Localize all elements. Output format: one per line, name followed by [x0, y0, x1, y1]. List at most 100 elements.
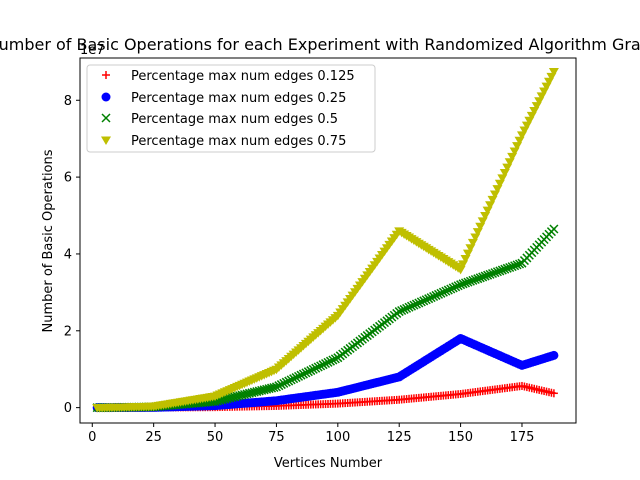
legend-label: Percentage max num edges 0.25 — [131, 91, 346, 106]
legend-label: Percentage max num edges 0.125 — [131, 69, 355, 84]
data-point — [406, 301, 417, 311]
data-point — [424, 294, 434, 304]
data-point — [296, 370, 306, 380]
data-point — [502, 263, 512, 273]
data-point — [480, 271, 490, 281]
data-point — [323, 357, 333, 367]
data-point — [514, 259, 525, 269]
data-point — [465, 276, 475, 286]
data-point — [421, 295, 431, 305]
y-tick-label: 2 — [64, 324, 72, 339]
data-point — [441, 286, 451, 296]
data-point — [448, 283, 458, 293]
data-point — [298, 369, 308, 379]
data-point — [456, 280, 466, 290]
legend-box — [86, 64, 376, 153]
data-point — [321, 358, 331, 369]
data-point — [483, 270, 493, 280]
data-point — [426, 293, 436, 303]
data-point — [512, 260, 522, 270]
data-point — [463, 277, 473, 287]
legend: Percentage max num edges 0.125 Percentag… — [86, 64, 376, 153]
data-point — [330, 354, 340, 364]
legend-marker-x — [101, 113, 111, 123]
data-point — [274, 381, 284, 391]
data-point — [294, 371, 304, 381]
data-point — [431, 290, 441, 300]
legend-marker-plus — [102, 71, 110, 79]
data-point — [443, 285, 453, 295]
x-tick-label: 150 — [448, 430, 473, 445]
data-point — [549, 224, 559, 234]
y-tick-label: 8 — [64, 94, 72, 109]
data-point — [460, 278, 471, 288]
data-point — [394, 307, 404, 317]
data-point — [404, 302, 414, 312]
x-axis-label: Vertices Number — [274, 456, 383, 471]
data-point — [510, 261, 520, 271]
legend-entry: Percentage max num edges 0.125 — [102, 69, 355, 84]
data-point — [313, 362, 323, 372]
data-point — [438, 287, 448, 297]
data-point — [399, 304, 409, 314]
legend-marker-triangle — [101, 136, 111, 145]
data-point — [495, 266, 505, 276]
x-tick-label: 25 — [145, 430, 162, 445]
data-point — [316, 361, 326, 371]
data-point — [507, 262, 517, 272]
data-point — [453, 281, 463, 291]
data-point — [286, 375, 296, 385]
data-point — [419, 296, 429, 306]
data-point — [308, 364, 318, 374]
x-tick-label: 0 — [88, 430, 96, 445]
data-point — [301, 368, 311, 378]
series — [92, 67, 559, 413]
data-point — [446, 284, 456, 294]
data-point — [485, 269, 495, 279]
data-point — [470, 274, 480, 285]
data-point — [548, 67, 559, 77]
data-point — [279, 378, 289, 388]
y-axis-label: Number of Basic Operations — [41, 149, 56, 332]
data-point — [549, 389, 558, 398]
data-point — [101, 113, 111, 123]
data-point — [505, 262, 515, 273]
legend-label: Percentage max num edges 0.75 — [131, 134, 346, 149]
y-tick-label: 4 — [64, 247, 72, 262]
data-point — [303, 367, 313, 377]
data-point — [458, 279, 468, 289]
data-point — [397, 305, 407, 316]
data-point — [269, 382, 279, 392]
data-point — [487, 268, 498, 279]
y-axis: 0 2 4 6 8 — [64, 94, 80, 416]
data-point — [411, 299, 421, 309]
data-point — [306, 366, 316, 376]
data-point — [433, 289, 444, 299]
data-point — [468, 275, 478, 285]
data-point — [102, 71, 110, 79]
y-tick-label: 0 — [64, 401, 72, 416]
legend-marker-circle — [101, 92, 111, 102]
chart-title: Number of Basic Operations for each Expe… — [0, 35, 640, 54]
data-point — [414, 298, 424, 308]
data-point — [416, 297, 426, 307]
y-offset-text: 1e7 — [80, 43, 105, 58]
y-tick-label: 6 — [64, 171, 72, 186]
data-point — [325, 356, 335, 366]
data-point — [311, 363, 321, 373]
data-point — [429, 291, 439, 302]
data-point — [451, 282, 461, 292]
data-point — [289, 374, 299, 384]
data-point — [276, 380, 286, 390]
x-tick-label: 50 — [207, 430, 224, 445]
data-point — [478, 272, 488, 282]
data-point — [402, 303, 412, 313]
x-tick-label: 175 — [510, 430, 535, 445]
data-point — [101, 136, 111, 145]
x-tick-label: 125 — [387, 430, 412, 445]
data-point — [490, 268, 500, 278]
data-point — [284, 376, 294, 386]
data-point — [409, 300, 419, 310]
data-point — [549, 350, 559, 360]
data-point — [101, 92, 111, 102]
